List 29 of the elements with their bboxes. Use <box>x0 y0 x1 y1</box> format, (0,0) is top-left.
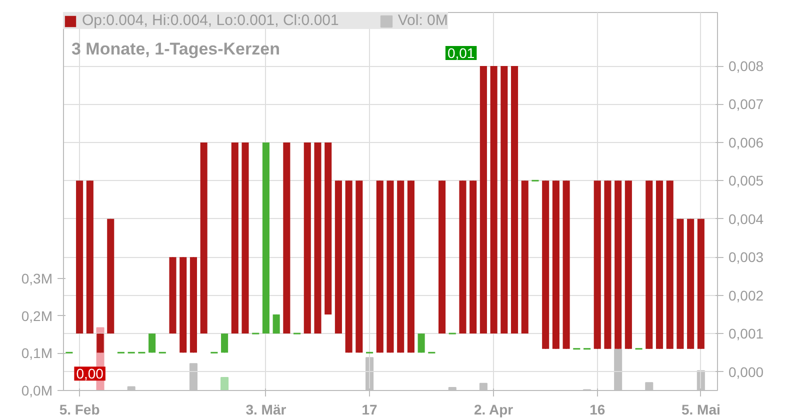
x-tick-label: 5. Mai <box>681 402 720 418</box>
y-tick-label: 0,006 <box>728 134 764 150</box>
x-tick-label: 16 <box>590 402 606 418</box>
legend-label: Op:0.004, Hi:0.004, Lo:0.001, Cl:0.001 <box>82 12 339 29</box>
y-tick-label: 0,001 <box>728 326 764 342</box>
x-tick-label: 17 <box>362 402 378 418</box>
candlestick <box>221 333 228 354</box>
text: 3 Monate, 1-Tages-Kerzen <box>72 40 280 58</box>
y-tick-label: 0,003 <box>728 249 764 266</box>
y2-tick-label: 0,0M <box>21 382 52 398</box>
y2-tick-label: 0,3M <box>21 270 52 287</box>
y-tick-label: 0,005 <box>728 172 764 189</box>
x-tick-label: 5. Feb <box>59 402 100 418</box>
y2-tick-label: 0,1M <box>21 345 52 362</box>
y-tick-label: 0,002 <box>728 287 764 304</box>
y-tick-label: 0,004 <box>728 210 764 227</box>
y2-tick-label: 0,2M <box>21 308 52 324</box>
y-tick-label: 0,008 <box>728 58 764 74</box>
bar <box>220 376 229 390</box>
y-tick-label: 0,000 <box>728 364 764 380</box>
candlestick <box>418 333 425 354</box>
y-tick-label: 0,007 <box>728 96 764 112</box>
x-tick-label: 2. Apr <box>474 402 514 418</box>
legend-label: Vol: 0M <box>398 12 448 29</box>
candlestick <box>148 333 156 354</box>
x-tick-label: 3. Mär <box>246 402 287 418</box>
annotation: 0,00 <box>76 366 104 382</box>
annotation: 0,01 <box>447 45 475 62</box>
candlestick <box>96 333 104 354</box>
